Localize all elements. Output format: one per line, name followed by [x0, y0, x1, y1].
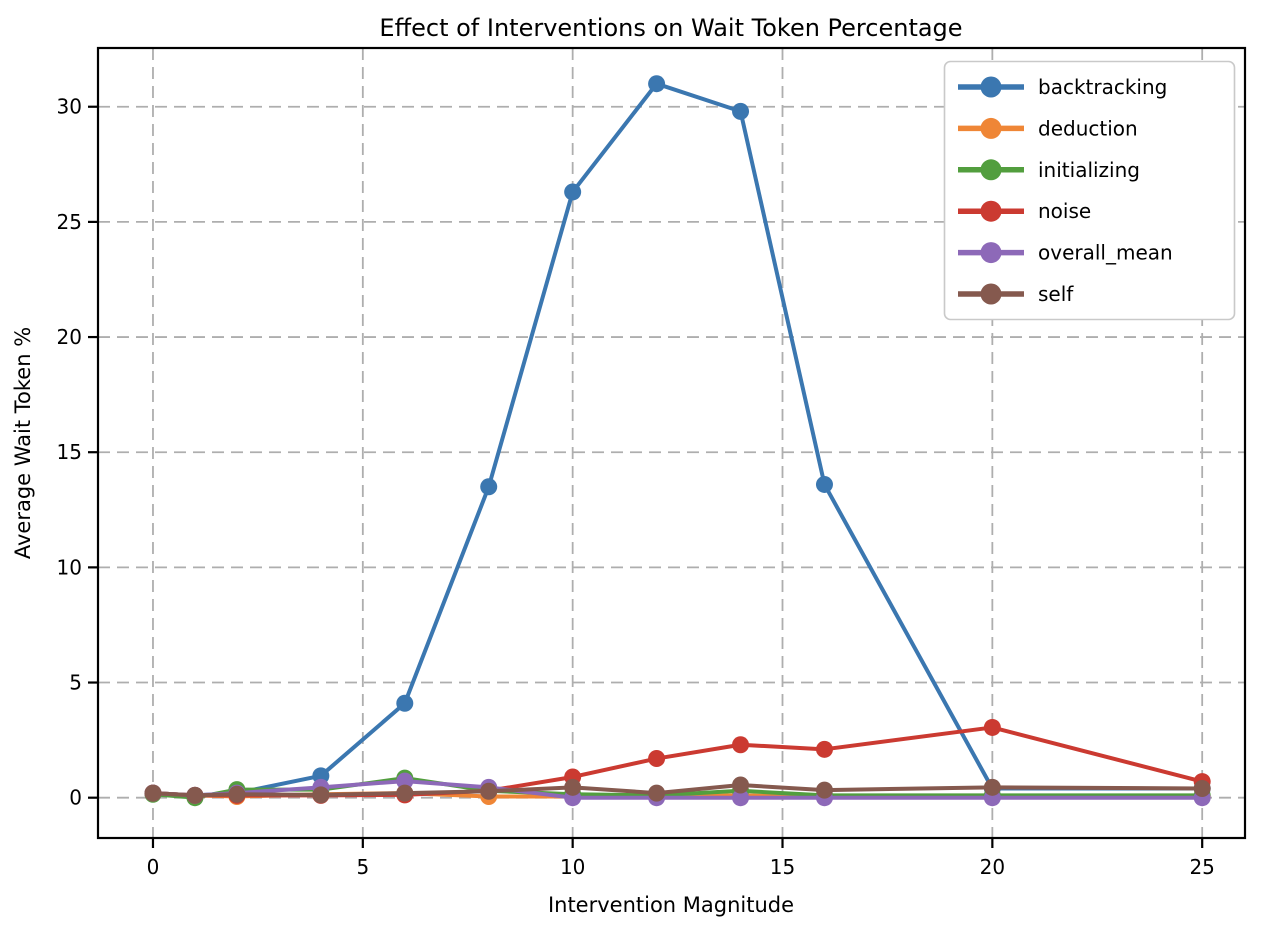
- data-point-self: [144, 784, 162, 802]
- data-point-self: [480, 782, 498, 800]
- legend-marker: [980, 76, 1002, 98]
- data-point-self: [1193, 779, 1211, 797]
- y-tick-label: 5: [69, 671, 82, 695]
- data-point-self: [228, 785, 246, 803]
- data-point-self: [186, 786, 204, 804]
- y-axis-label: Average Wait Token %: [11, 327, 35, 559]
- data-point-self: [564, 778, 582, 796]
- y-tick-label: 15: [57, 440, 82, 464]
- legend-item-deduction: deduction: [958, 116, 1138, 140]
- legend-label: initializing: [1038, 158, 1140, 182]
- plot-border: [96, 46, 1247, 840]
- legend-marker: [980, 159, 1002, 181]
- legend-marker: [980, 283, 1002, 305]
- legend-box: [943, 60, 1236, 321]
- data-point-self: [983, 778, 1001, 796]
- y-tick-label: 30: [57, 95, 82, 119]
- x-tick-label: 25: [1189, 855, 1214, 879]
- legend-item-initializing: initializing: [958, 158, 1140, 182]
- legend-label: backtracking: [1038, 75, 1167, 99]
- y-tick-label: 0: [69, 786, 82, 810]
- y-tick-label: 10: [57, 555, 82, 579]
- legend-item-backtracking: backtracking: [958, 75, 1167, 99]
- series-layer: [144, 75, 1211, 807]
- data-point-backtracking: [396, 694, 414, 712]
- data-point-backtracking: [564, 183, 582, 201]
- legend-item-self: self: [958, 282, 1074, 306]
- tick-layer: 0 5 10 15 20 25 0 5 10 15 20 25 30: [57, 95, 1215, 879]
- data-point-overall_mean: [732, 789, 750, 807]
- x-tick-label: 0: [147, 855, 160, 879]
- data-point-backtracking: [732, 102, 750, 120]
- x-tick-label: 15: [770, 855, 795, 879]
- grid-layer: [98, 48, 1245, 838]
- data-point-backtracking: [815, 475, 833, 493]
- legend-label: deduction: [1038, 116, 1138, 140]
- data-point-noise: [732, 736, 750, 754]
- x-tick-label: 20: [980, 855, 1005, 879]
- data-point-noise: [983, 718, 1001, 736]
- data-point-overall_mean: [396, 772, 414, 790]
- data-point-noise: [815, 740, 833, 758]
- legend-label: overall_mean: [1038, 241, 1173, 265]
- chart-title: Effect of Interventions on Wait Token Pe…: [379, 14, 962, 42]
- data-point-backtracking: [480, 478, 498, 496]
- legend-item-overall_mean: overall_mean: [958, 241, 1173, 265]
- x-tick-label: 5: [356, 855, 369, 879]
- y-tick-label: 25: [57, 210, 82, 234]
- legend-label: noise: [1038, 199, 1091, 223]
- legend-marker: [980, 117, 1002, 139]
- data-point-self: [396, 784, 414, 802]
- series-self: [144, 776, 1211, 804]
- legend-marker: [980, 242, 1002, 264]
- data-point-backtracking: [648, 75, 666, 93]
- data-point-self: [732, 776, 750, 794]
- x-axis-label: Intervention Magnitude: [548, 893, 794, 917]
- legend-item-noise: noise: [958, 199, 1091, 223]
- legend: backtracking deduction initializing noise ov…: [943, 60, 1236, 321]
- legend-marker: [980, 200, 1002, 222]
- x-tick-label: 10: [560, 855, 585, 879]
- y-tick-label: 20: [57, 325, 82, 349]
- data-point-self: [312, 786, 330, 804]
- legend-label: self: [1038, 282, 1074, 306]
- data-point-noise: [648, 750, 666, 768]
- data-point-self: [648, 784, 666, 802]
- data-point-self: [815, 781, 833, 799]
